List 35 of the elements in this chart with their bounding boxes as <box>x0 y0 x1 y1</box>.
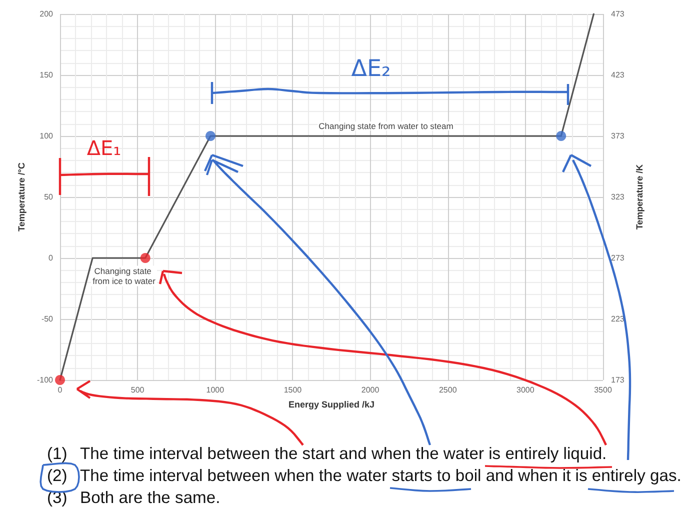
x-axis-title: Energy Supplied /kJ <box>288 400 375 410</box>
y-axis-title: Temperature /°C <box>16 162 27 232</box>
x-tick-label: 2000 <box>361 386 380 394</box>
y-tick-label: 0 <box>48 254 54 262</box>
y-tick-label: -100 <box>36 376 54 384</box>
y2-axis-title: Temperature /K <box>634 164 645 230</box>
y2-tick-label: 323 <box>611 192 625 202</box>
annotation: Changing state from water to steam <box>318 121 454 131</box>
y2-tick-label: 373 <box>611 132 625 140</box>
point <box>206 131 216 141</box>
y2-tick-label: 173 <box>611 376 625 384</box>
y2-tick-label: 473 <box>611 10 625 18</box>
annotation: ΔE₁ <box>86 136 122 160</box>
x-tick-label: 3500 <box>594 386 612 394</box>
annotation: ΔE₂ <box>351 56 391 82</box>
point <box>55 375 65 385</box>
y-tick-label: -50 <box>41 314 54 324</box>
point <box>556 131 566 141</box>
x-tick-label: 3000 <box>516 386 535 394</box>
x-tick-label: 500 <box>130 386 145 394</box>
y2-tick-label: 273 <box>611 254 625 262</box>
y2-tick-label: 423 <box>611 70 625 80</box>
y-tick-label: 100 <box>40 132 54 140</box>
x-tick-label: 1500 <box>284 386 302 394</box>
text: (1) The time interval between the start and when the water is entirely liquid. <box>47 443 607 465</box>
point <box>140 253 150 263</box>
y-tick-label: 50 <box>44 192 54 202</box>
x-tick-label: 0 <box>58 386 63 394</box>
y-tick-label: 150 <box>40 70 54 80</box>
x-tick-label: 1000 <box>206 386 225 394</box>
annotation: Changing state from ice to water <box>92 266 156 286</box>
y-tick-label: 200 <box>40 10 54 18</box>
x-tick-label: 2500 <box>438 386 458 394</box>
text: (2) The time interval between when the water starts to boil and when it is entirely gas. <box>47 465 682 487</box>
y2-tick-label: 223 <box>611 314 625 324</box>
